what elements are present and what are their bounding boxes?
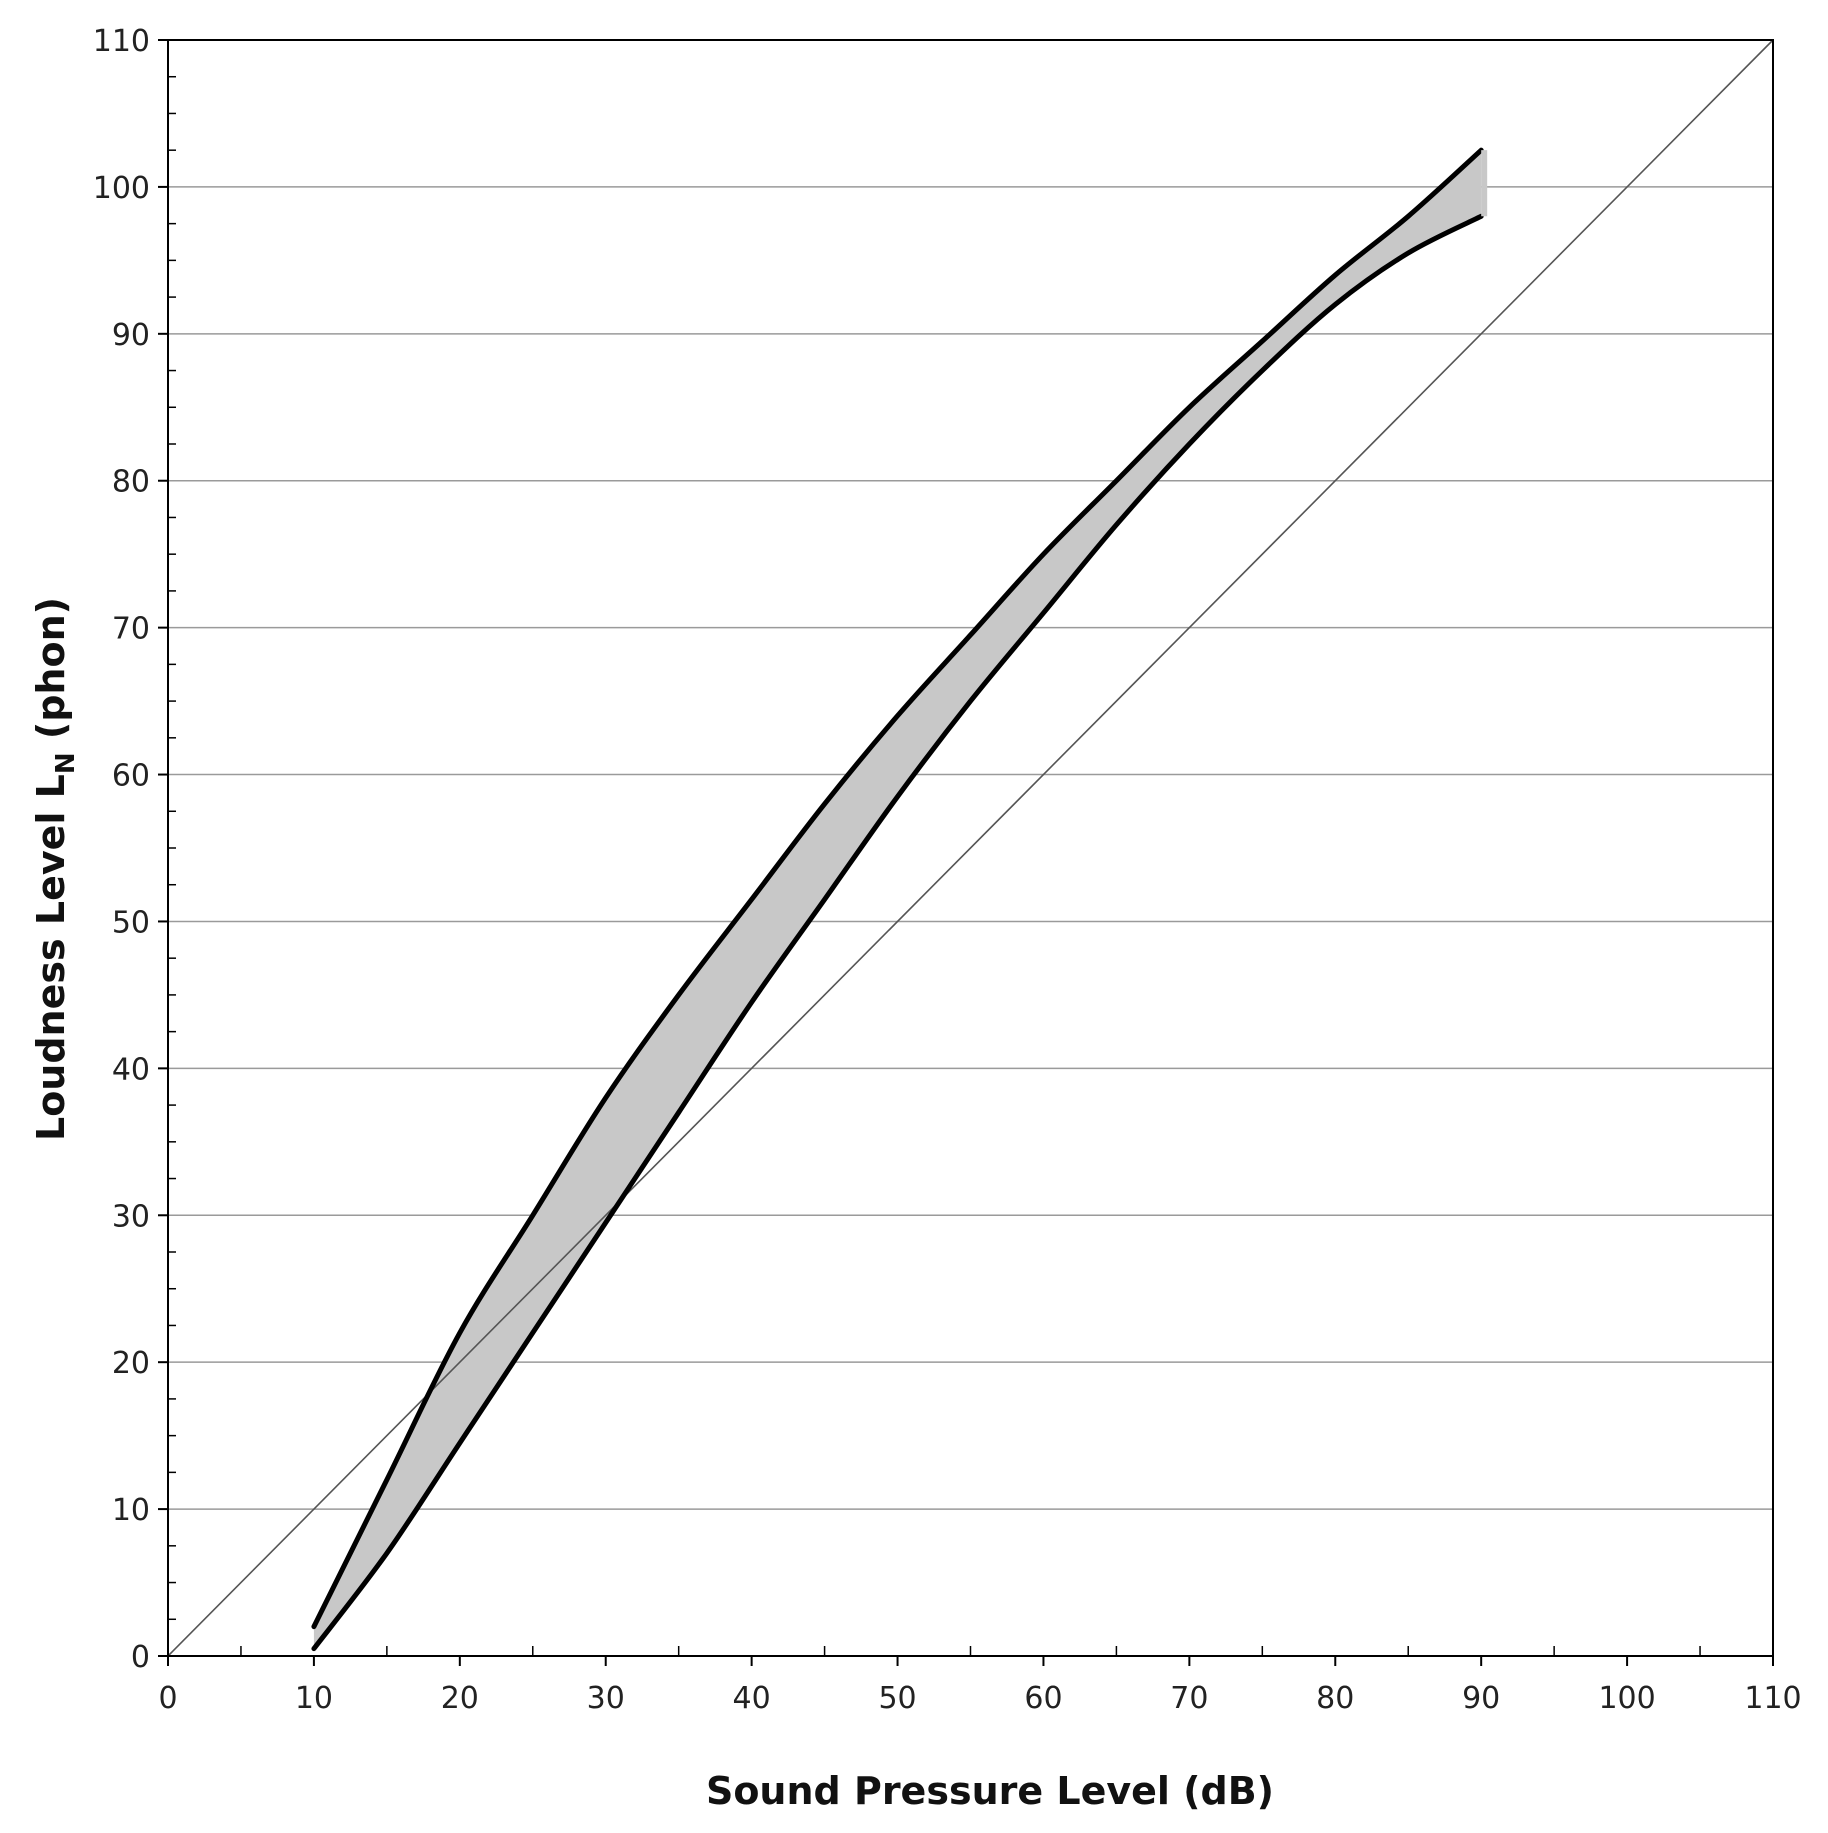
x-tick-label: 100 bbox=[1598, 1681, 1655, 1716]
y-tick-label: 10 bbox=[112, 1493, 150, 1528]
x-tick-label: 70 bbox=[1170, 1681, 1208, 1716]
loudness-curves bbox=[311, 147, 1488, 1652]
y-tick-label: 50 bbox=[112, 905, 150, 940]
x-tick-label: 0 bbox=[158, 1681, 177, 1716]
y-tick-label: 20 bbox=[112, 1346, 150, 1381]
y-axis-title-unit: (phon) bbox=[29, 597, 73, 752]
y-axis-title-subscript: N bbox=[51, 752, 81, 774]
plot-frame bbox=[167, 39, 1774, 1657]
y-tick-label: 60 bbox=[112, 759, 150, 794]
y-tick-labels: 0 10 20 30 40 50 60 70 80 90 100 110 bbox=[93, 24, 150, 1675]
y-tick-label: 100 bbox=[93, 171, 150, 206]
x-tick-label: 50 bbox=[878, 1681, 916, 1716]
x-tick-label: 20 bbox=[441, 1681, 479, 1716]
y-tick-label: 70 bbox=[112, 612, 150, 647]
x-tick-label: 80 bbox=[1316, 1681, 1354, 1716]
x-tick-label: 110 bbox=[1744, 1681, 1801, 1716]
y-tick-label: 40 bbox=[112, 1052, 150, 1087]
x-tick-label: 90 bbox=[1462, 1681, 1500, 1716]
y-axis-title-main: Loudness Level L bbox=[29, 774, 73, 1141]
x-tick-label: 10 bbox=[295, 1681, 333, 1716]
axes bbox=[158, 39, 1774, 1666]
y-tick-label: 110 bbox=[93, 24, 150, 59]
reference-line bbox=[167, 39, 1774, 1657]
y-tick-label: 90 bbox=[112, 318, 150, 353]
x-tick-labels: 0 10 20 30 40 50 60 70 80 90 100 110 bbox=[158, 1681, 1801, 1716]
x-tick-label: 30 bbox=[587, 1681, 625, 1716]
gridlines bbox=[168, 186, 1773, 1510]
lower-bound-curve bbox=[311, 213, 1484, 1652]
loudness-band-fill bbox=[313, 150, 1482, 1649]
y-tick-label: 30 bbox=[112, 1199, 150, 1234]
x-tick-label: 40 bbox=[733, 1681, 771, 1716]
y-tick-label: 0 bbox=[131, 1640, 150, 1675]
loudness-band bbox=[313, 150, 1482, 1649]
reference-line-group bbox=[167, 39, 1774, 1657]
x-axis-title: Sound Pressure Level (dB) bbox=[706, 1769, 1274, 1813]
y-tick-label: 80 bbox=[112, 465, 150, 500]
y-axis-title: Loudness Level LN (phon) bbox=[29, 597, 81, 1141]
upper-bound-curve bbox=[311, 147, 1484, 1630]
x-tick-label: 60 bbox=[1024, 1681, 1062, 1716]
